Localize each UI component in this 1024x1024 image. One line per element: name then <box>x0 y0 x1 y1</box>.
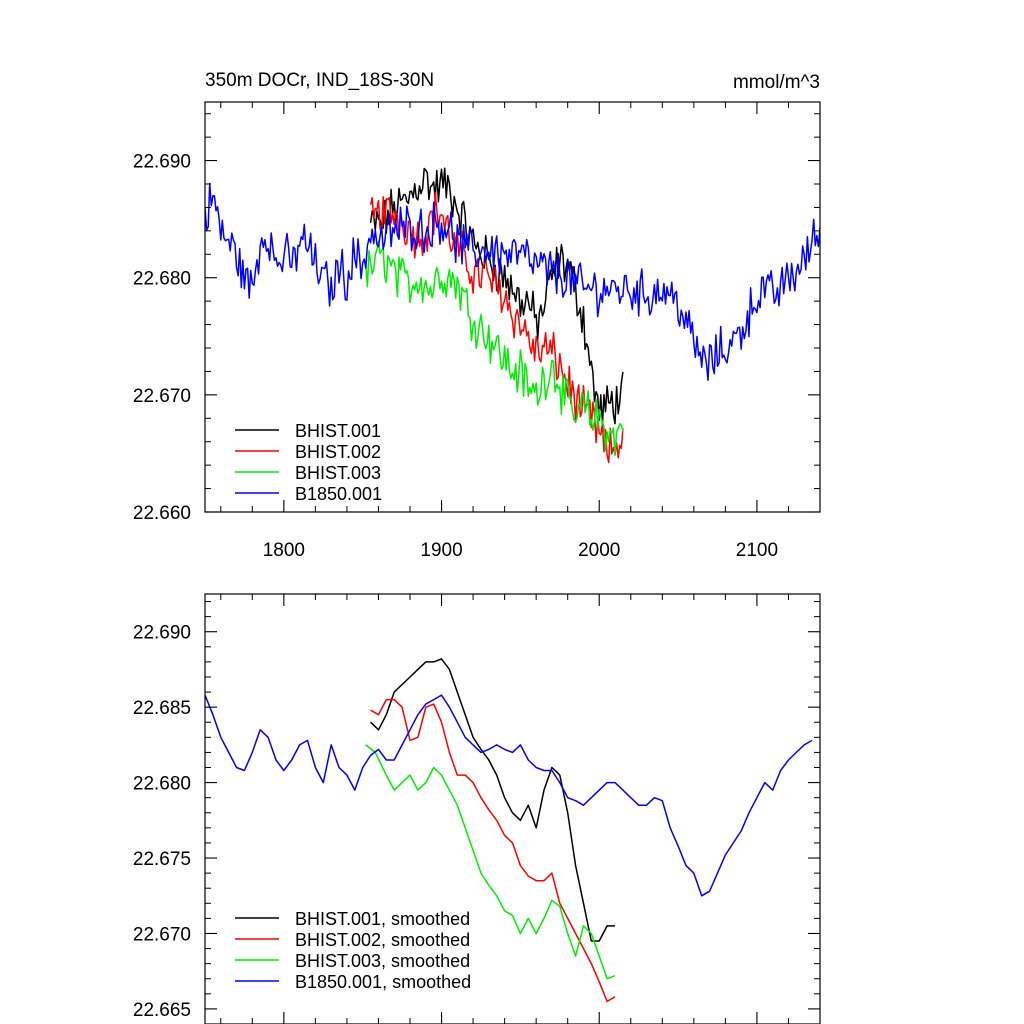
bottom-chart-panel: 22.665 22.670 22.675 22.680 22.685 22.690 BHI… <box>133 593 821 1024</box>
series-lines <box>205 167 820 464</box>
top-chart-panel: 350m DOCr, IND_18S-30N mmol/m^3 1800 1900… <box>133 70 821 561</box>
legend-entry: BHIST.002, smoothed <box>295 930 470 950</box>
series-line-0 <box>370 658 615 942</box>
legend-entry: BHIST.003, smoothed <box>295 951 470 971</box>
series-line-2 <box>365 744 616 980</box>
legend-entry: BHIST.003 <box>295 463 381 483</box>
axis-tick-labels: 1800 1900 2000 2100 22.660 22.670 22.680 22.690 <box>133 152 778 561</box>
y-tick-label: 22.675 <box>133 849 191 870</box>
series-line-1 <box>369 191 624 464</box>
legend-entry: BHIST.001, smoothed <box>295 909 470 929</box>
y-tick-label: 22.670 <box>133 386 191 407</box>
plot-frame <box>204 101 821 513</box>
series-line-3 <box>205 694 813 897</box>
axis-ticks <box>205 102 821 513</box>
x-tick-label: 2000 <box>578 540 620 561</box>
series-line-2 <box>365 240 624 456</box>
y-tick-label: 22.660 <box>133 503 191 524</box>
y-tick-label: 22.690 <box>133 152 191 173</box>
axis-tick-labels: 22.665 22.670 22.675 22.680 22.685 22.690 <box>133 623 191 1021</box>
series-line-1 <box>370 698 616 1003</box>
legend-entry: B1850.001, smoothed <box>295 972 471 992</box>
series-line-3 <box>205 182 820 381</box>
series-lines <box>205 658 813 1003</box>
series-line-0 <box>369 167 624 427</box>
legend-entry: BHIST.001 <box>295 421 381 441</box>
y-tick-label: 22.670 <box>133 924 191 945</box>
x-tick-label: 1800 <box>263 540 305 561</box>
plot-frame <box>204 593 821 1024</box>
chart-title: 350m DOCr, IND_18S-30N <box>205 70 434 91</box>
y-tick-label: 22.665 <box>133 1000 191 1021</box>
x-tick-label: 1900 <box>420 540 462 561</box>
axis-ticks <box>205 594 821 1024</box>
y-tick-label: 22.680 <box>133 774 191 795</box>
y-tick-label: 22.680 <box>133 269 191 290</box>
legend-entry: BHIST.002 <box>295 442 381 462</box>
y-tick-label: 22.690 <box>133 623 191 644</box>
chart-units: mmol/m^3 <box>733 72 820 93</box>
y-tick-label: 22.685 <box>133 698 191 719</box>
x-tick-label: 2100 <box>736 540 778 561</box>
legend-entry: B1850.001 <box>295 484 382 504</box>
